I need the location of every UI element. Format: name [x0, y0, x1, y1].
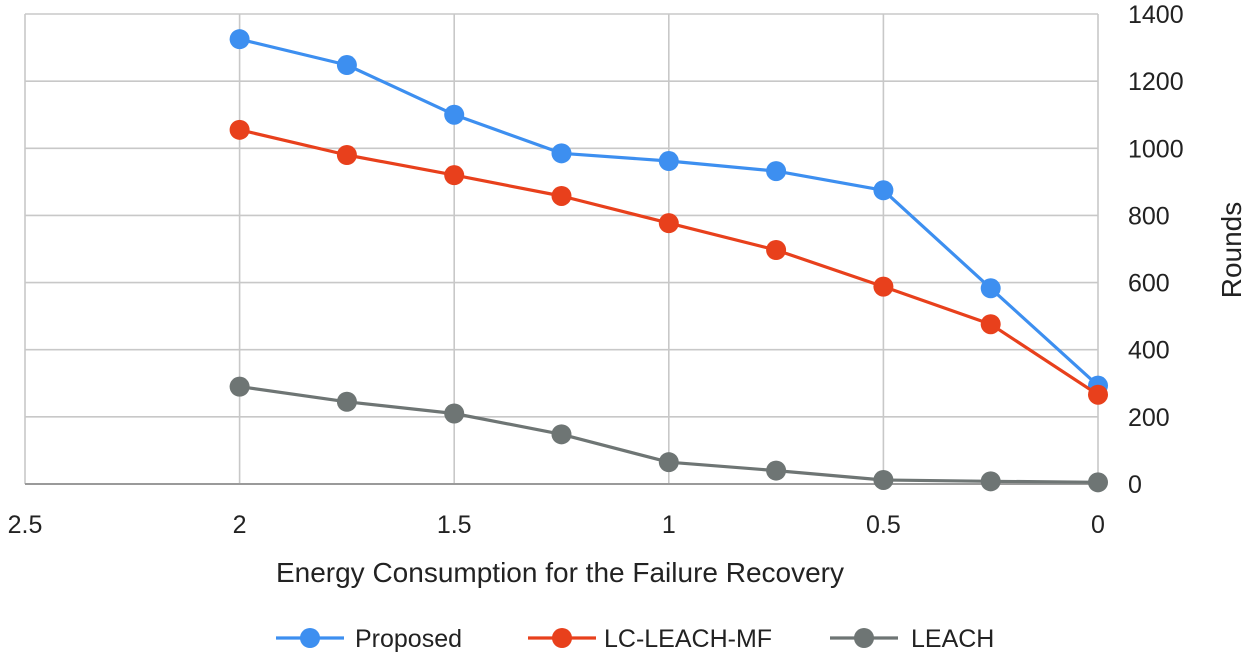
data-point	[980, 314, 1001, 335]
y-tick-label: 0	[1128, 471, 1142, 499]
y-tick-label: 1200	[1128, 68, 1184, 96]
legend-marker	[854, 628, 874, 648]
legend: Proposed LC-LEACH-MF LEACH	[276, 625, 994, 653]
data-point	[766, 161, 787, 182]
x-tick-label: 2.5	[8, 511, 43, 539]
legend-item: LC-LEACH-MF	[528, 625, 772, 653]
data-point	[873, 180, 894, 201]
y-tick-label: 1400	[1128, 1, 1184, 29]
data-point	[658, 452, 679, 473]
data-point	[444, 403, 465, 424]
x-axis-title: Energy Consumption for the Failure Recov…	[276, 557, 844, 588]
x-tick-label: 0.5	[866, 511, 901, 539]
series-group	[229, 29, 1108, 493]
legend-label: LC-LEACH-MF	[604, 625, 772, 653]
data-point	[229, 376, 250, 397]
y-tick-label: 1000	[1128, 135, 1184, 163]
series-proposed	[229, 29, 1108, 396]
data-point	[551, 424, 572, 445]
data-point	[551, 185, 572, 206]
data-point	[229, 119, 250, 140]
data-point	[980, 278, 1001, 299]
data-point	[229, 29, 250, 50]
legend-label: LEACH	[911, 625, 994, 653]
data-point	[873, 469, 894, 490]
legend-marker	[552, 628, 572, 648]
data-point	[551, 143, 572, 164]
series-leach	[229, 376, 1108, 493]
y-tick-label: 400	[1128, 337, 1170, 365]
data-point	[336, 391, 357, 412]
data-point	[444, 104, 465, 125]
x-tick-label: 2	[233, 511, 247, 539]
data-point	[980, 471, 1001, 492]
x-tick-label: 1.5	[437, 511, 472, 539]
y-tick-label: 600	[1128, 270, 1170, 298]
data-point	[766, 460, 787, 481]
data-point	[336, 55, 357, 76]
series-lc-leach-mf	[229, 119, 1108, 405]
legend-item: LEACH	[830, 625, 994, 653]
y-tick-label: 200	[1128, 404, 1170, 432]
data-point	[336, 145, 357, 165]
grid	[24, 13, 1099, 484]
data-point	[658, 151, 679, 172]
legend-marker	[300, 628, 320, 648]
x-tick-label: 1	[662, 511, 676, 539]
data-point	[873, 276, 894, 297]
legend-label: Proposed	[355, 625, 462, 653]
tick-labels: 2.5 2 1.5 1 0.5 00 200 400 600 800 1000 1200 1400	[8, 1, 1184, 539]
y-axis-title: Rounds	[1216, 202, 1247, 299]
data-point	[766, 240, 787, 261]
data-point	[1088, 472, 1108, 493]
x-tick-label: 0	[1091, 511, 1105, 539]
y-tick-label: 800	[1128, 202, 1170, 230]
data-point	[444, 165, 465, 186]
legend-item: Proposed	[276, 625, 462, 653]
data-point	[1088, 384, 1108, 405]
data-point	[658, 213, 679, 234]
